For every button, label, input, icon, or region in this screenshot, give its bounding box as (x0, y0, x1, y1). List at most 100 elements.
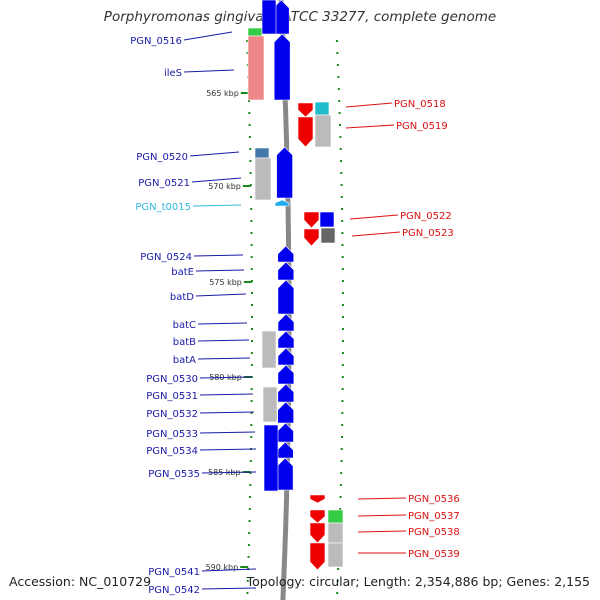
gene-label-PGN_0521: PGN_0521 (138, 178, 190, 189)
cog-box (320, 227, 336, 244)
guide-dot (339, 124, 341, 126)
guide-dot (250, 268, 253, 270)
guide-dot (248, 520, 251, 522)
guide-dot (250, 388, 253, 390)
cog-box (327, 509, 344, 524)
leader-line (197, 357, 251, 360)
gene-label-batB: batB (173, 337, 196, 348)
scale-tick-mark (242, 185, 251, 187)
guide-dot (250, 232, 253, 234)
cog-box (327, 542, 344, 568)
cds-forward (277, 364, 295, 385)
guide-dot (251, 316, 253, 318)
leader-line (199, 448, 257, 451)
gene-label-PGN_0539: PGN_0539 (408, 549, 460, 560)
leader-line (191, 177, 242, 183)
scale-tick-label: 590 kbp (206, 563, 239, 572)
guide-dot (336, 64, 339, 66)
gene-label-PGN_0541: PGN_0541 (148, 567, 200, 578)
gene-label-PGN_0535: PGN_0535 (148, 469, 200, 480)
guide-dot (250, 352, 253, 354)
cog-box (314, 114, 332, 148)
cds-reverse (303, 228, 320, 247)
leader-line (195, 269, 245, 272)
gene-label-ileS: ileS (164, 68, 182, 79)
guide-dot (341, 376, 344, 378)
guide-dot (341, 232, 344, 234)
cds-forward (277, 313, 295, 332)
leader-line (197, 322, 248, 325)
guide-dot (247, 544, 250, 546)
guide-dot (338, 112, 341, 114)
cog-box (319, 211, 335, 228)
gene-label-PGN_0524: PGN_0524 (140, 252, 192, 263)
gene-label-PGN_0516: PGN_0516 (130, 36, 182, 47)
guide-dot (338, 100, 341, 102)
guide-dot (250, 364, 253, 366)
guide-dot (340, 172, 343, 174)
leader-line (197, 339, 250, 342)
leader-line (193, 254, 244, 257)
gene-label-PGN_0530: PGN_0530 (146, 374, 198, 385)
guide-dot (246, 592, 249, 594)
gene-label-PGN_0523: PGN_0523 (402, 228, 454, 239)
guide-dot (342, 304, 344, 306)
guide-dot (250, 256, 253, 258)
guide-dot (249, 496, 252, 498)
cds-forward (277, 401, 294, 424)
cds-reverse (297, 102, 314, 118)
guide-dot (250, 220, 253, 222)
cog-box (254, 157, 272, 201)
cog-box (261, 0, 277, 35)
cog-box (263, 424, 279, 492)
guide-dot (249, 172, 252, 174)
cds-forward (277, 261, 295, 281)
leader-line (183, 69, 235, 73)
gene-label-PGN_0538: PGN_0538 (408, 527, 460, 538)
gene-label-PGN_0534: PGN_0534 (146, 446, 198, 457)
guide-dot (248, 136, 251, 138)
leader-line (199, 431, 256, 434)
leader-line (199, 411, 255, 414)
map-title: Porphyromonas gingivalis ATCC 33277, com… (103, 9, 497, 25)
guide-dot (248, 100, 250, 102)
leader-line (349, 214, 399, 220)
guide-dot (341, 280, 344, 282)
gene-label-PGN_0518: PGN_0518 (394, 99, 446, 110)
guide-dot (249, 460, 252, 462)
leader-line (345, 124, 395, 129)
guide-dot (248, 112, 251, 114)
gene-label-PGN_0520: PGN_0520 (136, 152, 188, 163)
cds-forward (277, 245, 295, 263)
leader-line (201, 587, 257, 590)
gene-label-PGN_0532: PGN_0532 (146, 409, 198, 420)
guide-dot (341, 208, 343, 210)
gene-label-PGN_0522: PGN_0522 (400, 211, 452, 222)
cds-forward (277, 441, 294, 459)
scale-tick-label: 565 kbp (206, 89, 239, 98)
guide-dot (341, 256, 344, 258)
gene-label-PGN_0531: PGN_0531 (146, 391, 198, 402)
leader-line (199, 393, 254, 396)
guide-dot (249, 160, 252, 162)
guide-dot (337, 76, 340, 78)
guide-dot (251, 340, 253, 342)
gene-label-batA: batA (173, 355, 196, 366)
accession-text: Accession: NC_010729 (9, 574, 152, 589)
leader-line (195, 293, 247, 297)
guide-dot (251, 328, 253, 330)
leader-line (201, 568, 257, 572)
cds-reverse (297, 116, 314, 148)
cog-box (327, 522, 344, 544)
cds-forward (276, 146, 293, 199)
guide-dot (341, 424, 344, 426)
leader-line (192, 204, 242, 207)
scale-tick-label: 575 kbp (209, 278, 242, 287)
guide-dot (248, 508, 251, 510)
guide-dot (337, 568, 340, 570)
scale-tick-label: 570 kbp (208, 182, 241, 191)
guide-dot (250, 244, 253, 246)
leader-line (357, 514, 407, 517)
gene-label-PGN_0533: PGN_0533 (146, 429, 198, 440)
